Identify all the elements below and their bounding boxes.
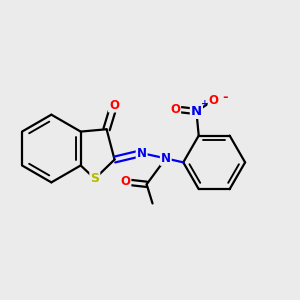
Text: -: - (222, 91, 227, 104)
Text: N: N (191, 105, 202, 118)
Text: O: O (120, 176, 130, 188)
Text: S: S (90, 172, 99, 185)
Text: N: N (136, 147, 147, 160)
Text: O: O (208, 94, 218, 107)
Text: +: + (201, 99, 209, 108)
Text: O: O (109, 99, 119, 112)
Text: O: O (170, 103, 180, 116)
Text: N: N (161, 152, 171, 165)
